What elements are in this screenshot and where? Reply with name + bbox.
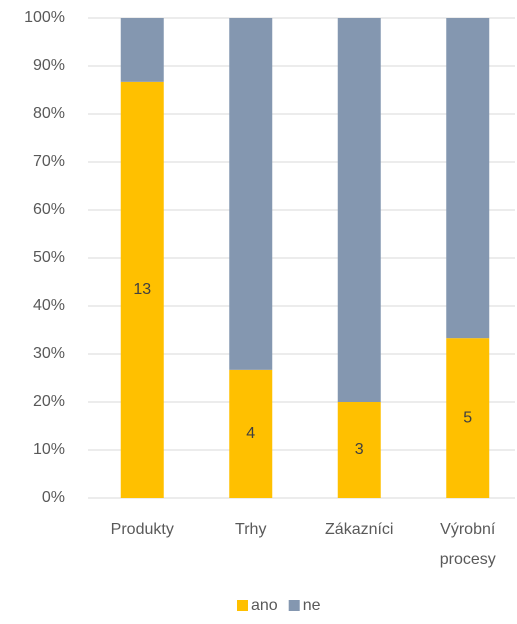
x-tick-label: Trhy (235, 521, 266, 538)
legend-label: ne (303, 597, 321, 614)
y-tick-label: 90% (33, 57, 65, 74)
y-tick-label: 80% (33, 105, 65, 122)
bar-segment (229, 369, 273, 498)
y-tick-label: 60% (33, 201, 65, 218)
bar-segment (446, 18, 490, 339)
x-tick-label: Zákazníci (325, 521, 393, 538)
data-label: 13 (133, 281, 151, 298)
y-tick-label: 0% (42, 489, 65, 506)
y-tick-label: 100% (24, 9, 65, 26)
y-tick-label: 30% (33, 345, 65, 362)
legend-swatch (288, 600, 300, 611)
y-tick-label: 10% (33, 441, 65, 458)
y-tick-label: 70% (33, 153, 65, 170)
legend-swatch (237, 600, 248, 611)
y-tick-label: 20% (33, 393, 65, 410)
bar-segment (229, 18, 273, 370)
legend-label: ano (251, 597, 278, 614)
bar-segment (446, 338, 490, 498)
bar-segment (337, 402, 381, 498)
bar-segment (337, 18, 381, 402)
data-label: 3 (355, 441, 364, 458)
y-tick-label: 50% (33, 249, 65, 266)
y-tick-label: 40% (33, 297, 65, 314)
x-tick-label: Produkty (111, 521, 174, 538)
data-label: 4 (246, 425, 255, 442)
bar-segment (120, 18, 164, 82)
x-tick-label: Výrobní procesy (440, 521, 496, 568)
data-label: 5 (463, 409, 472, 426)
bar-segment (120, 81, 164, 498)
